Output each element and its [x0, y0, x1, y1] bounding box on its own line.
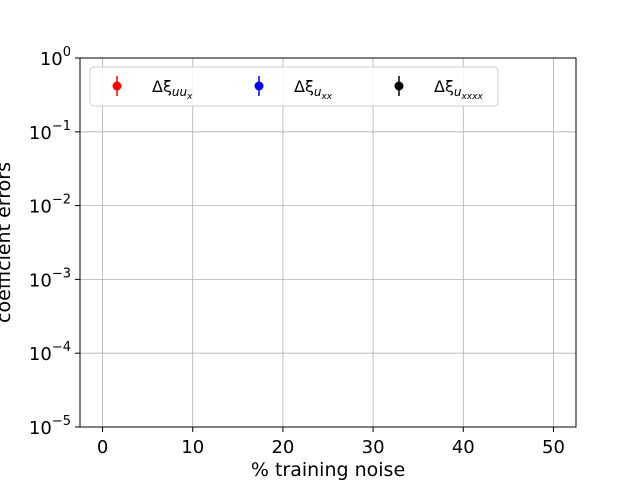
y-tick-label: 10−2: [29, 193, 71, 218]
x-axis-ticks: 0 10 20 30 40 50: [97, 427, 565, 458]
plot-frame: [79, 57, 577, 428]
legend-label: Δξuxx: [294, 77, 333, 102]
legend-subscript: uu: [172, 85, 188, 99]
legend-marker: [394, 81, 404, 91]
y-tick-label: 10−1: [29, 119, 71, 144]
y-tick-exponent: −4: [52, 340, 71, 355]
legend-symbol: Δξ: [152, 77, 172, 96]
y-axis-label: coefficient errors: [0, 162, 15, 323]
y-tick-label: 10−4: [29, 340, 71, 365]
legend-marker: [254, 81, 264, 91]
y-tick-label: 10−3: [29, 266, 71, 291]
grid-lines: [80, 57, 576, 428]
y-tick-exponent: −2: [52, 193, 71, 208]
y-tick-base: 10: [29, 418, 52, 439]
legend-marker: [112, 81, 122, 91]
y-tick-base: 10: [40, 49, 63, 70]
x-tick-label: 0: [97, 437, 108, 458]
y-tick-base: 10: [29, 197, 52, 218]
legend-entry: Δξuxx: [254, 76, 333, 102]
x-tick-label: 20: [271, 437, 294, 458]
y-tick-label: 100: [40, 45, 71, 70]
legend-sub-subscript: x: [186, 92, 193, 102]
legend-sub-subscript: xx: [320, 92, 332, 102]
legend-symbol: Δξ: [294, 77, 314, 96]
x-tick-label: 50: [542, 437, 565, 458]
y-tick-label: 10−5: [29, 414, 71, 439]
y-tick-exponent: 0: [63, 45, 71, 60]
legend-entry: Δξuxxxx: [394, 76, 483, 102]
legend-subscript: u: [454, 85, 462, 99]
y-tick-exponent: −5: [52, 414, 71, 429]
x-tick-label: 40: [452, 437, 475, 458]
x-axis-label: % training noise: [251, 459, 405, 480]
legend-box: [89, 66, 499, 107]
y-tick-exponent: −3: [52, 266, 71, 281]
y-tick-base: 10: [29, 344, 52, 365]
legend-subscript: u: [314, 85, 322, 99]
legend-symbol: Δξ: [434, 77, 454, 96]
legend-entry: Δξuux: [112, 76, 193, 102]
y-tick-base: 10: [29, 123, 52, 144]
y-tick-exponent: −1: [52, 119, 71, 134]
legend-label: Δξuxxxx: [434, 77, 483, 102]
legend-sub-subscript: xxxx: [460, 92, 483, 102]
x-tick-label: 30: [362, 437, 385, 458]
x-tick-label: 10: [181, 437, 204, 458]
legend-label: Δξuux: [152, 77, 193, 102]
y-tick-base: 10: [29, 270, 52, 291]
